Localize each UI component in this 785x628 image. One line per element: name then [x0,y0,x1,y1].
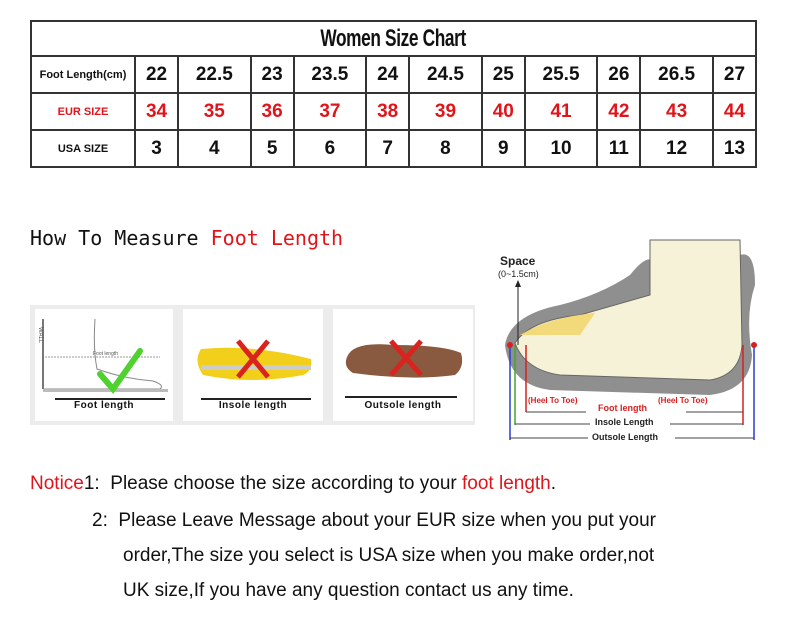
notice-text: Please Leave Message about your EUR size… [118,510,657,531]
chart-title-text: Women Size Chart [320,24,467,52]
title-row: Women Size Chart [30,20,757,57]
table-cell: 24 [365,55,411,94]
table-cell: 41 [523,92,599,131]
table-cell: 42 [596,92,642,131]
table-cell: 22 [133,55,180,94]
panel-insole-length: Insole length [183,309,323,421]
table-cell: 36 [249,92,295,131]
table-cell: 22.5 [177,55,252,94]
table-cell: 44 [711,92,758,131]
notice-2: 2: Please Leave Message about your EUR s… [92,503,656,538]
notice-2-line: order,The size you select is USA size wh… [123,545,655,566]
row-label: USA SIZE [30,129,136,168]
table-cell: 24.5 [408,55,483,94]
row-label: EUR SIZE [30,92,136,131]
table-cell: 6 [292,129,368,168]
notice-number: 2: [92,510,108,531]
table-cell: 37 [292,92,368,131]
notice-1: Notice1: Please choose the size accordin… [30,466,556,501]
row-label: Foot Length(cm) [30,55,136,94]
table-cell: 9 [480,129,526,168]
notice-2-line: UK size,If you have any question contact… [123,580,574,601]
table-cell: 23 [249,55,295,94]
cross-icon [236,339,270,379]
heel-to-toe-label: (Heel To Toe) [658,396,708,405]
table-cell: 25.5 [523,55,599,94]
wall-label: WALL [37,327,43,344]
heading-text: How To Measure [30,226,211,250]
insole-edge [201,365,311,370]
toe-lining [520,313,595,335]
table-cell: 35 [177,92,252,131]
table-row: Foot Length(cm) 22 22.5 23 23.5 24 24.5 25 25.5 2… [30,55,758,94]
table-cell: 27 [711,55,758,94]
arrow-up-icon [515,280,521,287]
foot-outline [43,318,162,390]
panel-caption: Insole length [218,400,288,411]
foot-measure-illustration: WALL Foot length [37,318,168,400]
insole-illustration [197,339,312,400]
table-cell: 26.5 [639,55,714,94]
cross-icon [389,339,423,377]
panel-foot-length: WALL Foot length Foot length [35,309,173,421]
notice-number: 1: [83,473,100,494]
notice-text: Please choose the size according to your [110,473,462,494]
table-row: USA SIZE 3 4 5 6 7 8 9 10 11 12 13 [30,129,758,168]
measure-panels: WALL Foot length Foot length Insole leng… [30,305,475,425]
outsole-length-label: Outsole Length [592,432,658,442]
panel-outsole-length: Outsole length [333,309,473,421]
table-cell: 25 [480,55,526,94]
table-cell: 38 [365,92,411,131]
table-cell: 7 [365,129,411,168]
table-cell: 5 [249,129,295,168]
size-chart-table: Women Size Chart Foot Length(cm) 22 22.5 23… [30,20,758,168]
notice-text: . [550,473,557,494]
table-cell: 10 [523,129,599,168]
panel-caption: Foot length [74,400,134,411]
table-cell: 40 [480,92,526,131]
heading-highlight: Foot Length [210,226,344,250]
panel-caption: Outsole length [364,400,442,411]
table-cell: 11 [596,129,642,168]
measure-heading: How To Measure Foot Length [30,226,343,250]
table-cell: 43 [639,92,714,131]
check-icon [97,348,143,394]
table-cell: 26 [596,55,642,94]
table-cell: 23.5 [292,55,368,94]
table-cell: 13 [711,129,758,168]
size-rows: Foot Length(cm) 22 22.5 23 23.5 24 24.5 25 25.5 2… [30,55,758,168]
endpoint-dot [507,342,513,348]
table-cell: 4 [177,129,252,168]
foot-shape [514,239,743,381]
insole-length-label: Insole Length [595,417,654,427]
space-label: Space [500,254,536,268]
table-cell: 39 [408,92,483,131]
table-cell: 34 [133,92,180,131]
outsole-illustration [345,339,463,398]
table-cell: 3 [133,129,180,168]
table-cell: 12 [639,129,714,168]
table-row: EUR SIZE 34 35 36 37 38 39 40 41 42 43 44 [30,92,758,131]
floor [43,389,168,392]
foot-length-inner-label: Foot length [93,351,118,357]
endpoint-dot [751,342,757,348]
shoe-length-diagram: Space (0~1.5cm) (Heel To Toe) (Heel To T… [498,239,757,442]
foot-length-label: Foot length [598,403,647,413]
space-range-label: (0~1.5cm) [498,269,539,279]
chart-title: Women Size Chart [30,20,757,57]
table-cell: 8 [408,129,483,168]
notice-label: Notice [30,473,84,494]
heel-to-toe-label: (Heel To Toe) [528,396,578,405]
notice-highlight: foot length [462,473,551,494]
